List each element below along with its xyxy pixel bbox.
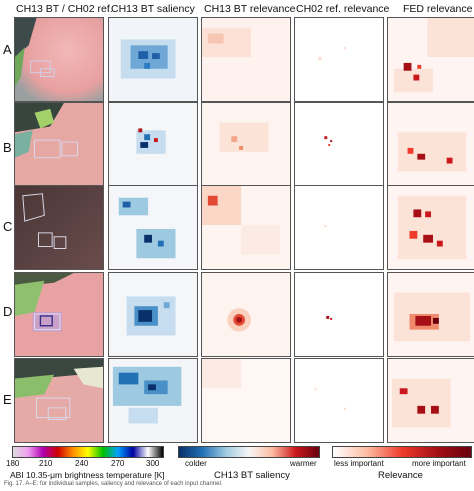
ch02-relevance-map-a <box>294 17 384 102</box>
col-header-2: CH13 BT saliency <box>111 3 195 15</box>
temperature-tick-300: 300 <box>146 459 160 468</box>
saliency-map-c <box>108 185 198 270</box>
row-label-c: C <box>3 219 13 234</box>
temperature-tick-180: 180 <box>6 459 20 468</box>
saliency-warmer-label: warmer <box>290 459 317 468</box>
satellite-image-b <box>14 102 104 187</box>
ch02-relevance-map-c <box>294 185 384 270</box>
row-label-b: B <box>3 140 12 155</box>
col-header-3: CH13 BT relevance <box>204 3 296 15</box>
fed-relevance-map-a <box>387 17 474 102</box>
ch13-relevance-map-a <box>201 17 291 102</box>
ch13-relevance-map-e <box>201 358 291 443</box>
fed-relevance-map-c <box>387 185 474 270</box>
satellite-image-c <box>14 185 104 270</box>
figure-caption: Fig. 17. A–E: for individual samples, sa… <box>4 481 223 487</box>
fed-relevance-map-e <box>387 358 474 443</box>
saliency-map-d <box>108 272 198 357</box>
satellite-image-a <box>14 17 104 102</box>
col-header-5: FED relevance <box>403 3 473 15</box>
temperature-tick-210: 210 <box>39 459 53 468</box>
fed-relevance-map-b <box>387 102 474 187</box>
temperature-tick-240: 240 <box>75 459 89 468</box>
ch13-relevance-map-c <box>201 185 291 270</box>
satellite-image-d <box>14 272 104 357</box>
relevance-more-important-label: more important <box>412 459 466 468</box>
ch02-relevance-map-e <box>294 358 384 443</box>
satellite-image-e <box>14 358 104 443</box>
ch02-relevance-map-b <box>294 102 384 187</box>
saliency-colder-label: colder <box>185 459 207 468</box>
relevance-colorbar-title: Relevance <box>378 470 423 481</box>
saliency-colorbar <box>178 446 320 458</box>
row-label-a: A <box>3 42 12 57</box>
ch13-relevance-map-d <box>201 272 291 357</box>
saliency-map-e <box>108 358 198 443</box>
row-label-e: E <box>3 392 12 407</box>
saliency-map-b <box>108 102 198 187</box>
col-header-1: CH13 BT / CH02 ref. <box>16 3 113 15</box>
temperature-colorbar-title: ABI 10.35-μm brightness temperature [K] <box>10 470 165 480</box>
saliency-colorbar-title: CH13 BT saliency <box>214 470 290 481</box>
ch13-relevance-map-b <box>201 102 291 187</box>
ch02-relevance-map-d <box>294 272 384 357</box>
row-label-d: D <box>3 304 13 319</box>
relevance-colorbar <box>332 446 472 458</box>
fed-relevance-map-d <box>387 272 474 357</box>
saliency-map-a <box>108 17 198 102</box>
temperature-tick-270: 270 <box>111 459 125 468</box>
temperature-colorbar <box>12 446 164 458</box>
relevance-less-important-label: less important <box>334 459 384 468</box>
col-header-4: CH02 ref. relevance <box>296 3 390 15</box>
